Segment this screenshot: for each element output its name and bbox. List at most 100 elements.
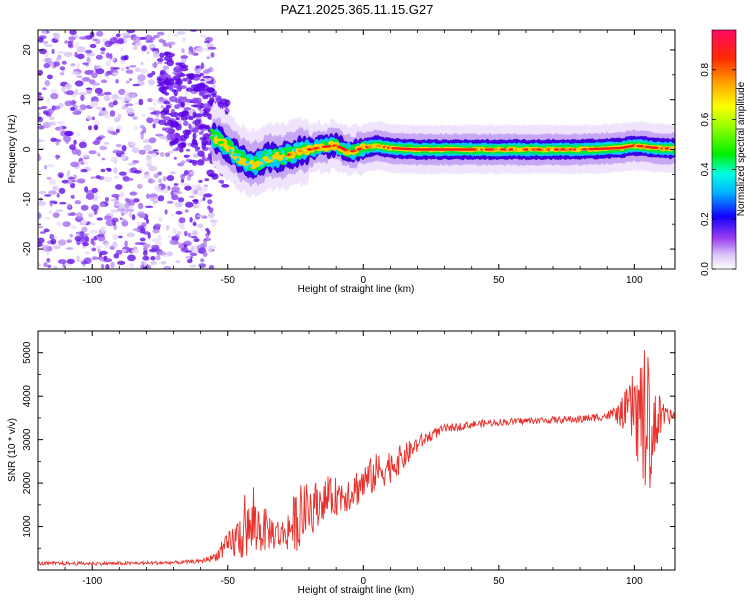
spectrogram-noise-blob — [136, 183, 143, 189]
spectrogram-noise-blob — [82, 62, 89, 65]
spectrogram-noise-blob — [176, 84, 183, 92]
snr-xlabel: Height of straight line (km) — [298, 585, 415, 596]
spectrogram-noise-blob — [43, 63, 50, 69]
spectrogram-noise-blob — [76, 149, 82, 157]
spectrogram-band-spot — [227, 142, 232, 146]
spectrogram-noise-blob — [173, 156, 177, 160]
spectrogram-noise-blob — [195, 65, 201, 69]
spectrogram-band-spot — [232, 153, 237, 157]
spectrogram-noise-blob — [199, 123, 207, 129]
colorbar-gradient — [712, 30, 736, 269]
snr-marks — [38, 350, 675, 567]
spectrogram-noise-blob — [88, 125, 92, 131]
spectrogram-noise-blob — [91, 256, 99, 261]
snr-y-tick-label: 1000 — [22, 515, 33, 538]
spectrogram-noise-blob — [118, 171, 127, 176]
spectrogram-noise-blob — [146, 218, 149, 224]
spectrogram-noise-blob — [38, 92, 42, 96]
spectrogram-x-tick-label: -100 — [82, 275, 102, 286]
spectrogram-noise-blob — [196, 214, 205, 218]
spectrogram-noise-blob — [109, 110, 116, 117]
spectrogram-noise-blob — [49, 233, 55, 240]
spectrogram-noise-blob — [99, 145, 108, 151]
spectrogram-y-tick-label: 10 — [22, 94, 33, 106]
spectrogram-noise-blob — [46, 257, 51, 263]
spectrogram-noise-blob — [220, 180, 225, 184]
spectrogram-noise-blob — [108, 126, 115, 132]
spectrogram-noise-blob — [66, 170, 71, 176]
spectrogram-noise-blob — [103, 95, 111, 102]
colorbar-tick-label: 0.8 — [700, 62, 711, 76]
spectrogram-noise-blob — [164, 209, 168, 215]
spectrogram-noise-blob — [117, 113, 122, 120]
spectrogram-noise-blob — [184, 255, 192, 260]
spectrogram-noise-blob — [51, 48, 55, 55]
spectrogram-noise-blob — [109, 130, 117, 135]
spectrogram-noise-blob — [182, 96, 188, 103]
spectrogram-noise-blob — [86, 115, 92, 121]
spectrogram-noise-blob — [177, 197, 185, 203]
spectrogram-noise-blob — [62, 221, 71, 228]
spectrogram-noise-blob — [156, 31, 165, 36]
spectrogram-noise-blob — [55, 209, 64, 213]
spectrogram-noise-blob — [103, 114, 112, 119]
spectrogram-noise-blob — [192, 205, 199, 209]
spectrogram-noise-blob — [70, 63, 76, 67]
spectrogram-noise-blob — [202, 196, 206, 201]
spectrogram-noise-blob — [174, 72, 182, 76]
colorbar: 0.0 0.2 0.4 0.6 0.8 Normalized spectral ampl… — [700, 29, 747, 276]
spectrogram-noise-blob — [61, 86, 66, 92]
spectrogram-noise-blob — [114, 176, 120, 179]
spectrogram-noise-blob — [204, 178, 210, 182]
spectrogram-noise-blob — [91, 82, 101, 86]
spectrogram-noise-blob — [92, 140, 101, 145]
spectrogram-noise-blob — [131, 147, 140, 154]
spectrogram-noise-blob — [76, 75, 83, 78]
spectrogram-noise-blob — [146, 98, 154, 102]
spectrogram-noise-blob — [115, 143, 122, 148]
spectrogram-noise-blob — [158, 178, 162, 183]
spectrogram-noise-blob — [100, 226, 106, 233]
spectrogram-noise-blob — [139, 167, 144, 172]
spectrogram-noise-blob — [174, 98, 182, 103]
spectrogram-noise-blob — [90, 176, 96, 180]
spectrogram-noise-blob — [122, 248, 127, 253]
spectrogram-noise-blob — [43, 216, 51, 220]
spectrogram-noise-blob — [206, 87, 216, 92]
spectrogram-noise-blob — [85, 87, 93, 90]
snr-ylabel: SNR (10 * v/v) — [7, 418, 18, 482]
spectrogram-noise-blob — [180, 178, 185, 183]
spectrogram-noise-blob — [103, 141, 110, 146]
spectrogram-noise-blob — [132, 160, 140, 164]
spectrogram-noise-blob — [125, 69, 134, 74]
spectrogram-noise-blob — [59, 72, 65, 76]
spectrogram-noise-blob — [165, 224, 170, 231]
spectrogram-noise-blob — [196, 192, 206, 197]
spectrogram-noise-blob — [96, 136, 103, 141]
spectrogram-noise-blob — [74, 200, 82, 205]
snr-x-tick-label: 0 — [360, 576, 366, 587]
spectrogram-noise-blob — [97, 248, 101, 254]
spectrogram-noise-blob — [99, 250, 108, 255]
spectrogram-noise-blob — [43, 262, 48, 268]
spectrogram-noise-blob — [127, 254, 136, 262]
spectrogram-noise-blob — [179, 135, 187, 142]
spectrogram-noise-blob — [103, 258, 113, 263]
spectrogram-noise-blob — [67, 179, 74, 185]
spectrogram-band-spot — [244, 165, 249, 169]
spectrogram-noise-blob — [160, 105, 164, 109]
spectrogram-noise-blob — [160, 112, 166, 119]
spectrogram-noise-blob — [193, 68, 199, 72]
spectrogram-noise-blob — [143, 231, 151, 235]
spectrogram-band-segment — [330, 146, 337, 151]
spectrogram-noise-blob — [180, 66, 189, 72]
spectrogram-noise-blob — [151, 244, 160, 250]
spectrogram-noise-blob — [140, 61, 144, 66]
spectrogram-noise-blob — [115, 184, 123, 190]
spectrogram-noise-blob — [162, 127, 167, 131]
spectrogram-noise-blob — [76, 133, 81, 137]
spectrogram-noise-blob — [81, 154, 90, 158]
spectrogram-noise-blob — [59, 201, 67, 205]
spectrogram-noise-blob — [41, 244, 50, 248]
spectrogram-noise-blob — [131, 248, 139, 255]
